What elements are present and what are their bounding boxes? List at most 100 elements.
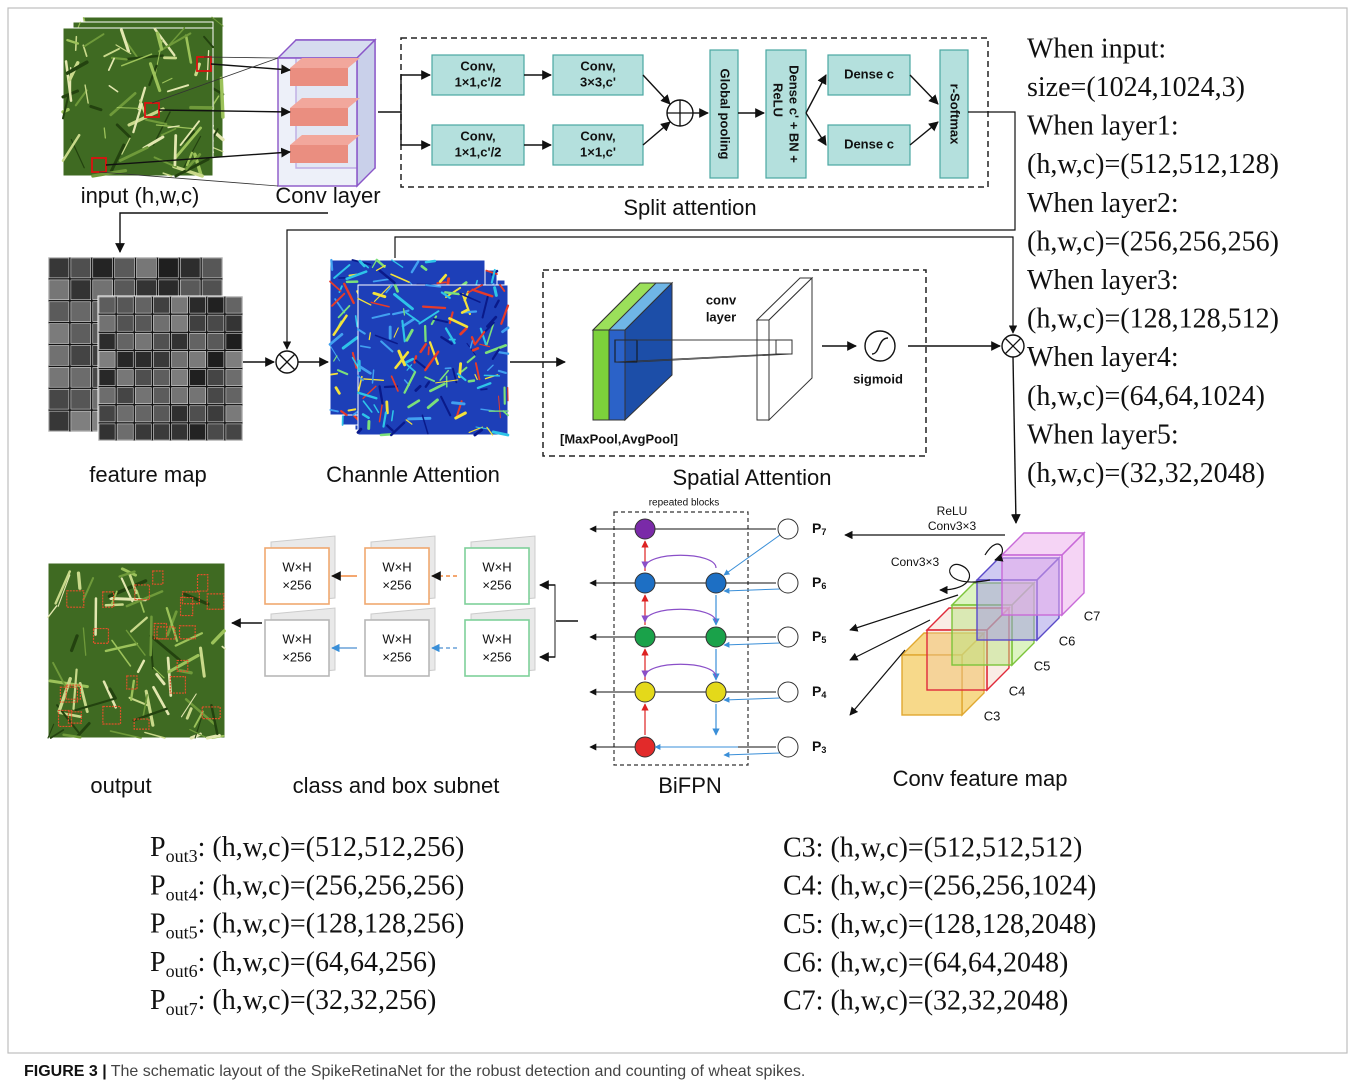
subnet-card-text: W×H	[282, 631, 311, 646]
connector	[806, 113, 826, 145]
size-note: When layer1:	[1027, 111, 1179, 142]
conv-layer-label: Conv layer	[275, 183, 380, 208]
op-block-text: Conv,	[460, 58, 495, 73]
subnet-card-text: ×256	[482, 577, 511, 592]
p-subscript: out6	[166, 961, 198, 981]
bifpn-node	[706, 573, 726, 593]
feature-map-cell	[71, 324, 91, 344]
subnet-card-text: W×H	[482, 559, 511, 574]
bifpn-node	[635, 519, 655, 539]
size-note: (h,w,c)=(512,512,128)	[1027, 149, 1279, 180]
bifpn-skip	[645, 609, 716, 622]
size-note: When layer3:	[1027, 265, 1179, 296]
c-output-line: C7: (h,w,c)=(32,32,2048)	[783, 986, 1068, 1017]
split-attention-title: Split attention	[623, 195, 756, 220]
p-subscript: out3	[166, 846, 198, 866]
feature-map-cell	[117, 315, 133, 331]
p-symbol: P	[150, 871, 166, 902]
level-symbol: P	[812, 520, 821, 536]
feature-map-cell	[71, 302, 91, 322]
op-block-text: Dense c	[844, 66, 894, 81]
bifpn-label: BiFPN	[658, 773, 722, 798]
feature-map-cell	[135, 315, 151, 331]
subnet-card	[265, 548, 329, 604]
connector	[724, 753, 780, 755]
feature-map-cell	[190, 424, 206, 440]
feature-map-cell	[190, 406, 206, 422]
size-note: size=(1024,1024,3)	[1027, 72, 1245, 103]
feature-map-cell	[153, 406, 169, 422]
feature-map-cell	[99, 406, 115, 422]
p-symbol: P	[150, 832, 166, 863]
feature-map-layer	[98, 296, 243, 441]
p-subscript: out4	[166, 884, 198, 904]
feature-map-cell	[172, 370, 188, 386]
op-block-text: Conv,	[460, 128, 495, 143]
feature-map-cell	[99, 351, 115, 367]
connector	[806, 75, 826, 113]
conv-loop	[985, 544, 1002, 560]
connector	[643, 122, 670, 145]
pool-slab-green	[593, 330, 609, 420]
feature-map-cell	[99, 424, 115, 440]
cube-label: C7	[1084, 608, 1101, 623]
op-block-text: 1×1,c'	[580, 144, 616, 159]
feature-map-cell	[172, 351, 188, 367]
heatmap-stroke	[425, 326, 426, 341]
subnet-card	[365, 548, 429, 604]
level-symbol: P	[812, 628, 821, 644]
feature-map-cell	[153, 424, 169, 440]
heatmap-stroke	[473, 348, 478, 350]
heatmap-stroke	[331, 374, 337, 375]
feature-map-cell	[158, 258, 178, 278]
cube-label: C6	[1059, 633, 1076, 648]
level-symbol: P	[812, 574, 821, 590]
conv-text: Conv3×3	[891, 555, 940, 569]
feature-map-cell	[153, 315, 169, 331]
feature-map-cell	[49, 411, 69, 431]
cube-label: C3	[984, 708, 1001, 723]
subnet-card	[265, 620, 329, 676]
c-output-line: C5: (h,w,c)=(128,128,2048)	[783, 909, 1096, 940]
feature-map-cell	[71, 258, 91, 278]
subnet-card-text: ×256	[282, 577, 311, 592]
c-output-line: C6: (h,w,c)=(64,64,2048)	[783, 947, 1068, 978]
connector	[850, 650, 905, 715]
level-symbol: P	[812, 683, 821, 699]
p-symbol: P	[150, 909, 166, 940]
p-shape: : (h,w,c)=(64,64,256)	[198, 947, 437, 978]
feature-map-cell	[137, 258, 157, 278]
bifpn-box	[614, 512, 748, 765]
level-subscript: 7	[821, 527, 826, 537]
feature-map-cell	[172, 297, 188, 313]
heatmap-stroke	[437, 282, 445, 283]
input-node	[778, 519, 798, 539]
op-block-text: 1×1,c'/2	[455, 144, 502, 159]
feature-map-cell	[202, 258, 222, 278]
feature-map-cell	[190, 333, 206, 349]
p-subscript: out7	[166, 999, 198, 1019]
p-output-line: Pout7: (h,w,c)=(32,32,256)	[150, 986, 436, 1020]
heatmap-stroke	[423, 307, 445, 308]
feature-map-cell	[99, 370, 115, 386]
p-shape: : (h,w,c)=(32,32,256)	[198, 986, 437, 1017]
feature-map-cell	[99, 388, 115, 404]
feature-map-cell	[135, 370, 151, 386]
input-node	[778, 573, 798, 593]
size-note: When layer4:	[1027, 342, 1179, 373]
p-output-line: Pout3: (h,w,c)=(512,512,256)	[150, 832, 464, 866]
size-note: (h,w,c)=(64,64,1024)	[1027, 381, 1265, 412]
cube-label: C4	[1009, 683, 1026, 698]
p-output-line: Pout6: (h,w,c)=(64,64,256)	[150, 947, 436, 981]
feature-map-cell	[117, 406, 133, 422]
feature-map-cell	[49, 367, 69, 387]
op-block-text: Conv,	[580, 58, 615, 73]
feature-map-cell	[208, 315, 224, 331]
connector	[724, 643, 780, 645]
conv-kernel-top	[290, 58, 360, 68]
sigmoid-text: sigmoid	[853, 371, 903, 386]
feature-map-cell	[226, 424, 242, 440]
feature-map-cell	[99, 315, 115, 331]
p-shape: : (h,w,c)=(512,512,256)	[198, 832, 465, 863]
op-block-text: ReLU	[771, 83, 786, 117]
